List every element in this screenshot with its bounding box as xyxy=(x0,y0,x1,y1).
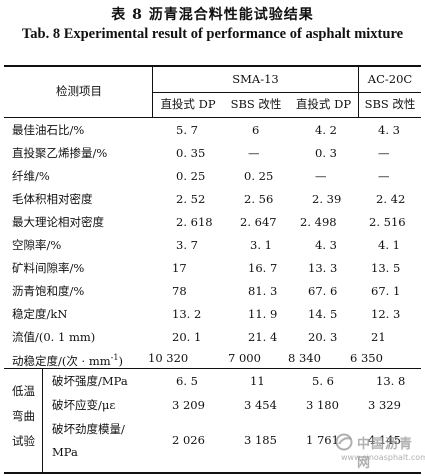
row-value: 4. 3 xyxy=(315,238,337,252)
row-value: 8 340 xyxy=(288,351,321,365)
row-value: 6 350 xyxy=(350,351,383,365)
row-value: 3 329 xyxy=(368,398,401,412)
row-value: 21 xyxy=(371,330,386,344)
row-label: 破坏劲度模量/ xyxy=(52,422,125,436)
row-value: 17 xyxy=(172,261,187,275)
header-group-rule xyxy=(153,92,421,93)
row-value: 13. 3 xyxy=(308,261,338,275)
row-value: 3. 1 xyxy=(250,238,272,252)
row-label: 最大理论相对密度 xyxy=(12,215,104,229)
row-value: 13. 8 xyxy=(376,374,406,388)
row-value: 0. 3 xyxy=(315,146,337,160)
row-label-end: ) xyxy=(118,353,123,368)
row-value: 13. 2 xyxy=(172,307,202,321)
row-value: 2. 42 xyxy=(376,192,406,206)
row-value: 14. 5 xyxy=(308,307,338,321)
row-label: 矿料间隙率/% xyxy=(12,261,85,275)
row-value: 0. 25 xyxy=(244,169,274,183)
row-value: — xyxy=(315,169,327,183)
header-group-sma: SMA-13 xyxy=(232,72,279,86)
row-value: 3 180 xyxy=(306,398,339,412)
watermark-text: 中国沥青网 xyxy=(357,437,414,471)
item-column-divider xyxy=(152,66,153,118)
row-value: 4. 3 xyxy=(378,123,400,137)
row-label: 破坏强度/MPa xyxy=(52,374,128,388)
row-value: 3 185 xyxy=(244,433,277,447)
row-value: 16. 7 xyxy=(248,261,278,275)
row-value: — xyxy=(378,169,390,183)
row-value: 11 xyxy=(250,374,265,388)
row-value: 4 145 xyxy=(368,433,401,447)
row-label-sup: -1 xyxy=(110,353,119,362)
header-sub-3: 直投式 DP xyxy=(295,97,352,111)
row-label: 破坏应变/με xyxy=(52,398,116,412)
row-value: 20. 1 xyxy=(172,330,202,344)
table-title-en: Tab. 8 Experimental result of performanc… xyxy=(21,26,404,42)
table-title-cn: 表 8 沥青混合料性能试验结果 xyxy=(111,7,314,23)
low-temp-label-2: 弯曲 xyxy=(12,409,35,423)
row-value: 2. 52 xyxy=(176,192,206,206)
header-item: 检测项目 xyxy=(56,84,102,98)
low-temp-label-1: 低温 xyxy=(12,384,35,398)
header-sub-1: 直投式 DP xyxy=(160,97,216,111)
row-value: 67. 1 xyxy=(371,284,401,298)
row-value: 67. 6 xyxy=(308,284,338,298)
row-value: 5. 6 xyxy=(312,374,334,388)
header-bottom-rule xyxy=(4,117,421,118)
top-rule xyxy=(4,65,421,67)
row-value: 3 209 xyxy=(172,398,205,412)
row-value: 4. 1 xyxy=(378,238,400,252)
row-label: 稳定度/kN xyxy=(12,307,68,321)
row-value: 2. 516 xyxy=(369,215,406,229)
low-temp-top-rule xyxy=(4,368,421,369)
row-value: 2. 56 xyxy=(244,192,274,206)
row-label: 最佳油石比/% xyxy=(12,123,85,137)
row-value: 7 000 xyxy=(228,351,261,365)
row-value: — xyxy=(248,146,260,160)
row-value: 3 454 xyxy=(244,398,277,412)
row-value: 3. 7 xyxy=(176,238,198,252)
row-value: 0. 35 xyxy=(176,146,206,160)
row-value: 6. 5 xyxy=(176,374,198,388)
header-group-ac: AC-20C xyxy=(367,72,413,86)
row-label: 空隙率/% xyxy=(12,238,62,252)
row-value: 4. 2 xyxy=(315,123,337,137)
row-label: 动稳定度/(次 · mm-1) xyxy=(12,351,123,368)
row-label: 沥青饱和度/% xyxy=(12,284,85,298)
row-value: 21. 4 xyxy=(248,330,278,344)
row-value: 2. 618 xyxy=(176,215,213,229)
row-label-line2: MPa xyxy=(52,445,78,459)
row-value: 12. 3 xyxy=(371,307,401,321)
watermark: 中国沥青网 www.sinoasphalt.com xyxy=(335,433,425,471)
row-value: 10 320 xyxy=(148,351,189,365)
watermark-logo-icon xyxy=(335,433,353,451)
row-label-text: 动稳定度/(次 · mm xyxy=(12,353,111,368)
watermark-url: www.sinoasphalt.com xyxy=(341,453,425,462)
row-value: 11. 9 xyxy=(248,307,278,321)
row-label: 流值/(0. 1 mm) xyxy=(12,330,96,344)
row-value: — xyxy=(378,146,390,160)
low-temp-label-3: 试验 xyxy=(12,434,35,448)
row-value: 5. 7 xyxy=(176,123,198,137)
row-value: 2. 39 xyxy=(312,192,342,206)
low-temp-divider xyxy=(42,369,43,472)
row-value: 2. 647 xyxy=(240,215,277,229)
row-value: 2 026 xyxy=(172,433,205,447)
row-value: 20. 3 xyxy=(308,330,338,344)
bottom-rule xyxy=(4,472,421,474)
row-value: 0. 25 xyxy=(176,169,206,183)
row-label: 纤维/% xyxy=(12,169,50,183)
group-divider xyxy=(358,66,359,118)
header-sub-2: SBS 改性 xyxy=(230,97,282,111)
row-value: 6 xyxy=(252,123,260,137)
row-value: 81. 3 xyxy=(248,284,278,298)
row-value: 1 761 xyxy=(306,433,339,447)
header-sub-4: SBS 改性 xyxy=(364,97,416,111)
row-value: 13. 5 xyxy=(371,261,401,275)
row-label: 毛体积相对密度 xyxy=(12,192,93,206)
row-value: 78 xyxy=(172,284,187,298)
row-value: 2. 498 xyxy=(300,215,337,229)
row-label: 直投聚乙烯掺量/% xyxy=(12,146,108,160)
